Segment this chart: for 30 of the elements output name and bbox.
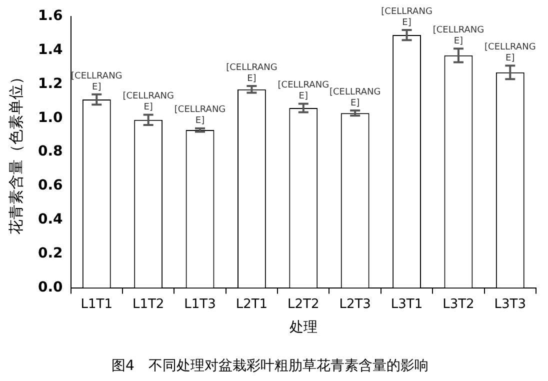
x-tick-label: L2T1 bbox=[236, 296, 268, 312]
y-axis-title: 花青素含量（色素单位） bbox=[6, 70, 25, 235]
x-tick-label: L3T3 bbox=[494, 296, 526, 312]
x-tick-label: L3T1 bbox=[390, 296, 423, 312]
y-tick-label: 1.2 bbox=[38, 76, 63, 92]
data-label: [CELLRANGE] bbox=[432, 25, 484, 46]
data-label: [CELLRANGE] bbox=[381, 6, 432, 28]
y-tick-label: 0.0 bbox=[38, 279, 64, 296]
data-label: [CELLRANGE] bbox=[71, 71, 122, 92]
y-tick-label: 1.4 bbox=[38, 42, 64, 58]
y-tick-label: 1.0 bbox=[38, 110, 64, 126]
x-tick-label: L1T2 bbox=[132, 296, 164, 312]
data-label: [CELLRANGE] bbox=[484, 42, 536, 64]
y-tick-label: 1.6 bbox=[38, 8, 63, 24]
x-tick-label: L2T2 bbox=[288, 296, 320, 312]
data-label: [CELLRANGE] bbox=[329, 87, 381, 108]
y-tick-label: 0.6 bbox=[38, 178, 63, 194]
data-label: [CELLRANGE] bbox=[226, 62, 278, 84]
x-tick-label: L2T3 bbox=[339, 296, 371, 312]
x-tick-label: L1T1 bbox=[80, 296, 113, 312]
x-tick-label: L3T2 bbox=[442, 296, 474, 312]
y-tick-label: 0.8 bbox=[38, 144, 63, 160]
y-tick-label: 0.4 bbox=[38, 212, 64, 228]
data-label: [CELLRANGE] bbox=[174, 105, 226, 126]
x-tick-label: L1T3 bbox=[184, 296, 216, 312]
text: 图4 不同处理对盆栽彩叶粗肋草花青素含量的影响 bbox=[112, 358, 428, 374]
data-label: [CELLRANGE] bbox=[122, 92, 174, 113]
data-label: [CELLRANGE] bbox=[278, 80, 330, 102]
x-axis-title: 处理 bbox=[289, 319, 318, 336]
y-tick-label: 0.2 bbox=[38, 246, 63, 262]
